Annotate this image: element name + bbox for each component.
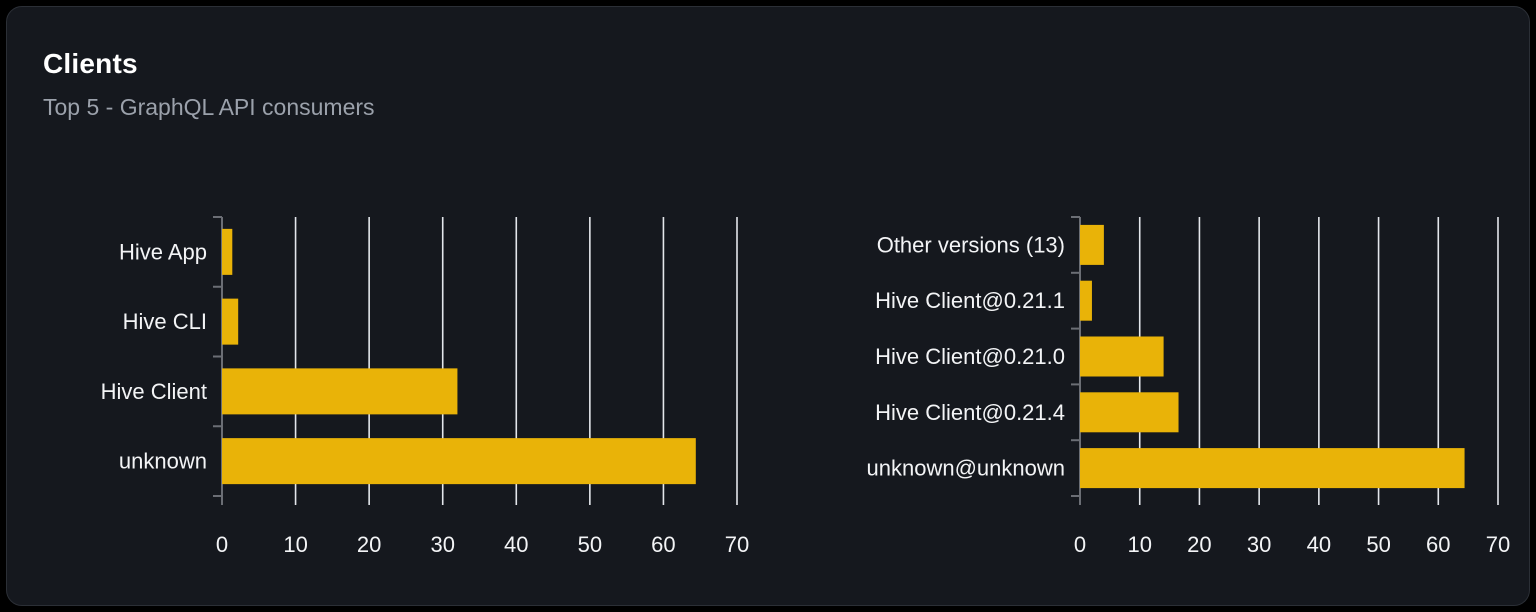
bar: [1080, 280, 1092, 321]
category-label: Hive CLI: [123, 309, 207, 334]
bar: [1080, 336, 1164, 377]
x-tick-label: 20: [357, 532, 381, 557]
bar: [222, 438, 696, 485]
clients-by-version-chart: Other versions (13) Hive Client@0.21.1 Hiv…: [867, 216, 1510, 557]
clients-card: Clients Top 5 - GraphQL API consumers Hi…: [6, 6, 1530, 606]
x-tick-label: 60: [651, 532, 675, 557]
x-tick-label: 10: [1127, 532, 1151, 557]
x-tick-label: 10: [283, 532, 307, 557]
clients-by-name-chart: Hive App Hive CLI Hive Client unknown 0 10 20 3…: [101, 216, 749, 557]
card-subtitle: Top 5 - GraphQL API consumers: [43, 94, 375, 120]
bar: [222, 368, 458, 415]
category-label: unknown: [119, 449, 207, 474]
category-label: Hive Client@0.21.0: [875, 344, 1065, 369]
x-tick-label: 70: [725, 532, 749, 557]
x-tick-label: 40: [504, 532, 528, 557]
bar: [1080, 224, 1104, 265]
x-tick-label: 60: [1426, 532, 1450, 557]
card-title: Clients: [43, 48, 138, 79]
x-tick-label: 70: [1486, 532, 1510, 557]
x-tick-label: 0: [216, 532, 228, 557]
category-label: Other versions (13): [877, 232, 1065, 257]
category-label: Hive Client@0.21.4: [875, 400, 1065, 425]
x-tick-label: 30: [1247, 532, 1271, 557]
x-tick-label: 20: [1187, 532, 1211, 557]
bar: [1080, 448, 1465, 489]
x-tick-label: 50: [1366, 532, 1390, 557]
x-tick-label: 30: [430, 532, 454, 557]
x-tick-label: 40: [1307, 532, 1331, 557]
x-tick-label: 50: [578, 532, 602, 557]
category-label: unknown@unknown: [867, 456, 1065, 481]
category-label: Hive Client: [101, 379, 207, 404]
bar: [222, 228, 233, 275]
card-header: Clients Top 5 - GraphQL API consumers: [43, 47, 375, 121]
charts-row: Hive App Hive CLI Hive Client unknown 0 10 20 3…: [7, 7, 1531, 607]
category-label: Hive App: [119, 239, 207, 264]
bar: [222, 298, 239, 345]
x-tick-label: 0: [1074, 532, 1086, 557]
category-label: Hive Client@0.21.1: [875, 288, 1065, 313]
bar: [1080, 392, 1179, 433]
